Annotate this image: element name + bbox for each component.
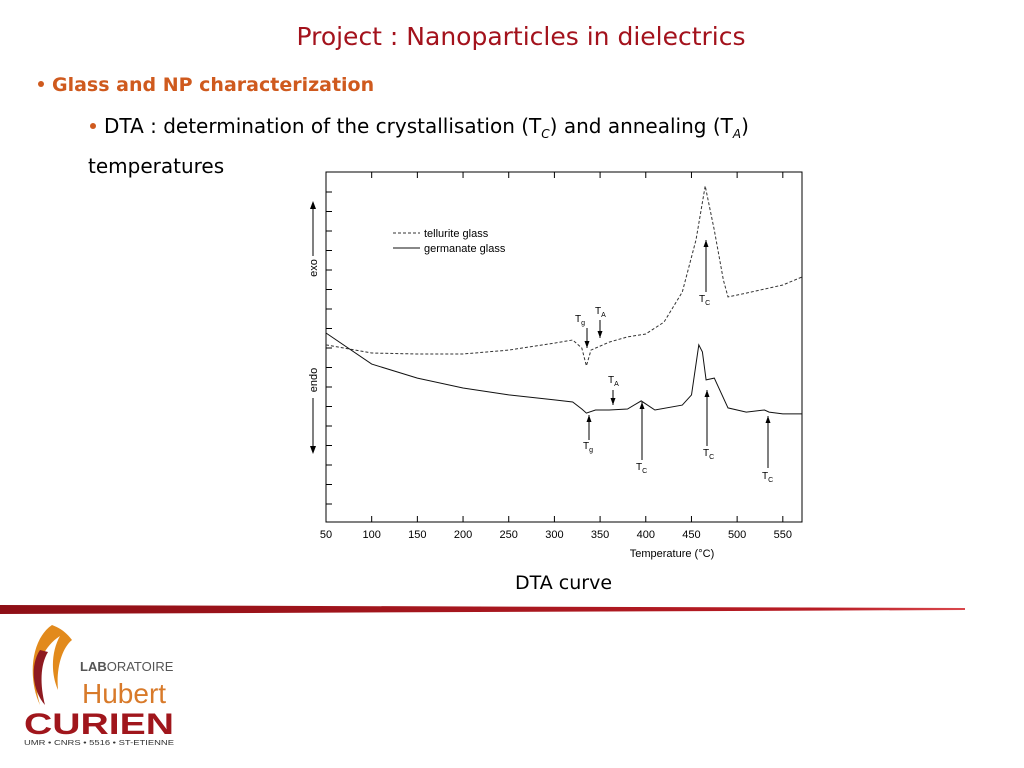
logo: LABORATOIRE Hubert CURIEN UMR • CNRS • 5… [24,625,174,747]
divider [0,605,965,614]
annotation-sub: g [581,320,585,327]
x-tick-label: 450 [682,529,700,541]
annotation-text: T [575,314,581,325]
annotation: Tg [575,314,585,327]
plot-frame [325,171,803,523]
annotation-sub: C [642,468,647,475]
arrow-head [310,201,316,209]
annotation: TC [762,471,773,484]
x-tick-label: 300 [545,529,563,541]
logo-text: LAB [80,659,107,674]
annotation-sub: g [589,447,593,454]
subscript: A [732,127,742,141]
subscript: C [541,127,550,141]
annotation-sub: C [768,477,773,484]
annotation-text: T [762,471,768,482]
annotation-text: T [703,448,709,459]
arrow-head [765,416,771,423]
y-label: endo [308,368,320,392]
series-line [325,332,802,415]
annotation: TA [608,375,619,388]
bullet-text: temperatures [88,154,225,178]
arrow-head [310,446,316,454]
logo-text: Hubert [82,678,166,709]
annotation-text: T [583,441,589,452]
arrow-head [597,331,603,338]
annotation-sub: C [709,454,714,461]
bullet-text: ) and annealing (T [549,114,733,138]
slide-title: Project : Nanoparticles in dielectrics [296,22,746,51]
x-tick-label: 550 [774,529,792,541]
bullet-dot [90,122,96,129]
logo-text: LABORATOIRE [80,659,174,674]
annotation-sub: A [614,381,619,388]
annotation-sub: A [601,312,606,319]
x-tick-label: 250 [500,529,518,541]
bullet-text: DTA : determination of the crystallisati… [104,114,542,138]
bullet-dot [38,80,44,87]
annotation: TA [595,306,606,319]
logo-flame [32,625,72,705]
logo-text: CURIEN [24,708,174,741]
bullet-text: Glass and NP characterization [52,74,375,96]
x-label: Temperature (°C) [630,548,714,560]
annotation-text: T [608,375,614,386]
arrow-head [704,390,710,397]
logo-flame [33,650,48,705]
annotation-text: T [595,306,601,317]
x-tick-label: 50 [320,529,332,541]
arrow-head [584,341,590,348]
arrow-head [703,240,709,247]
arrow-head [586,415,592,422]
annotation: TC [636,462,647,475]
bullet: Glass and NP characterization [38,74,374,96]
series-line [325,185,803,368]
x-tick-label: 200 [454,529,472,541]
legend-label: germanate glass [424,243,506,255]
caption: DTA curve [515,572,613,594]
annotation: TC [699,294,710,307]
bullet: DTA : determination of the crystallisati… [90,114,749,141]
x-tick-label: 100 [363,529,381,541]
logo-text: UMR • CNRS • 5516 • ST-ETIENNE [24,740,174,747]
logo-text: ORATOIRE [107,659,174,674]
y-label: exo [308,259,320,277]
arrow-head [639,402,645,409]
x-tick-label: 150 [408,529,426,541]
x-tick-label: 400 [637,529,655,541]
bullet-text: ) [741,114,749,138]
annotation: Tg [583,441,593,454]
x-tick-label: 500 [728,529,746,541]
annotation-text: T [699,294,705,305]
arrow-head [610,398,616,405]
legend-label: tellurite glass [424,228,489,240]
annotation: TC [703,448,714,461]
annotation-text: T [636,462,642,473]
annotation-sub: C [705,300,710,307]
x-tick-label: 350 [591,529,609,541]
